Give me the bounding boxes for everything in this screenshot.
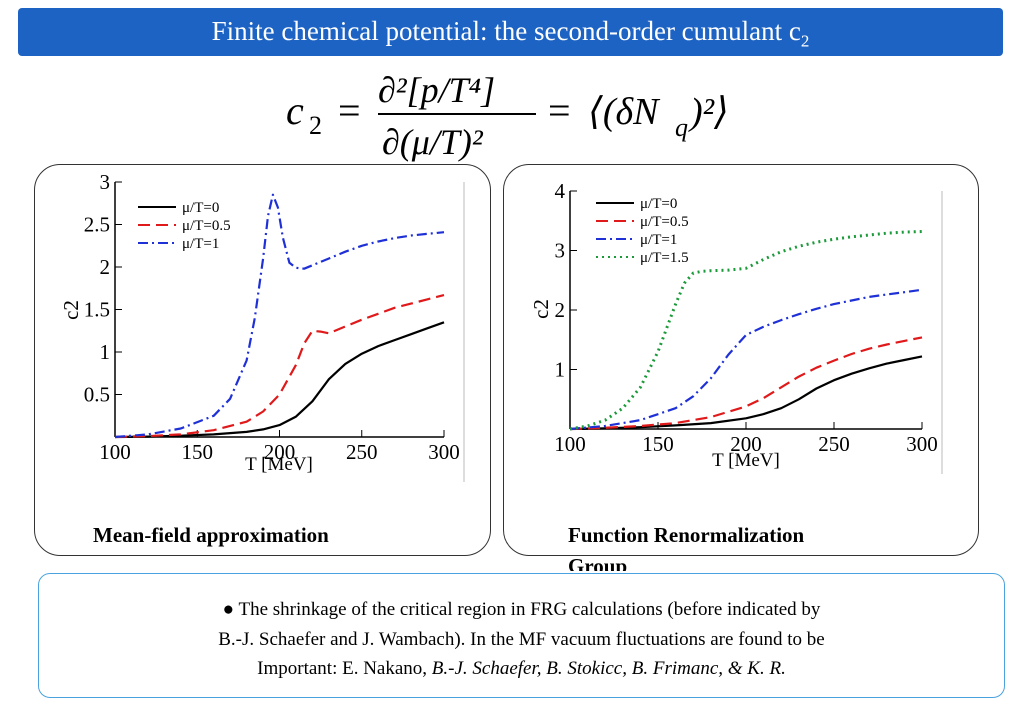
y-tick-label: 1 <box>100 340 111 364</box>
series-line <box>569 288 923 431</box>
legend-label: μ/T=1 <box>182 236 219 252</box>
y-tick-label: 2 <box>100 255 111 279</box>
y-axis-label: c2 <box>530 299 553 319</box>
legend-label: μ/T=1 <box>640 232 677 248</box>
formula-equals-1: = <box>338 88 361 133</box>
x-axis-label: T [MeV] <box>245 454 313 475</box>
right-caption-line2: Group <box>568 554 628 571</box>
x-tick-label: 250 <box>818 432 850 456</box>
y-tick-label: 3 <box>555 239 566 263</box>
y-tick-label: 3 <box>100 172 111 194</box>
formula-rhs: ⟨(δN <box>588 91 661 133</box>
series-line <box>569 355 923 431</box>
slide-title-subscript: 2 <box>800 31 810 51</box>
y-tick-label: 0.5 <box>84 383 110 407</box>
slide-title: Finite chemical potential: the second-or… <box>18 8 1003 56</box>
y-axis-label: c2 <box>60 300 83 320</box>
x-tick-label: 100 <box>99 440 131 464</box>
formula-rhs-end: )²⟩ <box>688 91 729 133</box>
note-authors: B.-J. Schaefer, B. Stokicc, B. Frimanc, … <box>431 658 786 679</box>
x-tick-label: 150 <box>642 432 674 456</box>
legend-label: μ/T=0.5 <box>640 214 689 230</box>
formula-lhs-sub: 2 <box>309 111 322 140</box>
x-tick-label: 100 <box>554 432 586 456</box>
y-tick-label: 1.5 <box>84 298 110 322</box>
y-tick-label: 1 <box>555 358 566 382</box>
formula: c 2 = ∂²[p/T⁴] ∂(μ/T)² = ⟨(δN q )²⟩ <box>286 70 729 162</box>
x-axis-label: T [MeV] <box>712 450 780 471</box>
series-line <box>569 336 923 431</box>
legend-label: μ/T=0 <box>640 196 677 212</box>
formula-equals-2: = <box>548 88 571 133</box>
right-caption-line1: Function Renormalization <box>568 523 805 547</box>
left-panel <box>34 164 491 556</box>
x-tick-label: 250 <box>346 440 378 464</box>
x-tick-label: 300 <box>906 432 938 456</box>
y-tick-label: 4 <box>555 179 566 203</box>
legend-label: μ/T=0.5 <box>182 218 231 234</box>
formula-lhs: c <box>286 88 304 133</box>
series-line <box>114 294 445 439</box>
legend-label: μ/T=0 <box>182 200 219 216</box>
series-line <box>114 193 445 439</box>
mean-field-chart: 100 150 200 250 300 0.5 1 1.5 2 2.5 3 T [MeV] c2 μ/T=… <box>60 172 465 482</box>
x-tick-label: 200 <box>730 432 762 456</box>
formula-numerator: ∂²[p/T⁴] <box>378 70 495 110</box>
frg-chart: 100 150 200 250 300 1 2 3 4 T [MeV] c2 μ/T=0 μ/T=0.5… <box>530 179 943 474</box>
y-tick-label: 2.5 <box>84 213 110 237</box>
note-box: ● The shrinkage of the critical region i… <box>38 573 1005 698</box>
formula-denominator: ∂(μ/T)² <box>382 122 484 162</box>
note-line-3: Important: E. Nakano, B.-J. Schaefer, B.… <box>39 655 1004 683</box>
x-tick-label: 200 <box>264 440 296 464</box>
note-line-3-plain: Important: E. Nakano, <box>257 658 432 679</box>
note-line-2: B.-J. Schaefer and J. Wambach). In the M… <box>218 629 825 650</box>
x-tick-label: 300 <box>428 440 460 464</box>
slide-title-text: Finite chemical potential: the second-or… <box>211 16 801 46</box>
series-line <box>569 230 923 431</box>
y-tick-label: 2 <box>555 298 566 322</box>
x-tick-label: 150 <box>182 440 214 464</box>
legend-label: μ/T=1.5 <box>640 250 689 266</box>
note-line-1: ● The shrinkage of the critical region i… <box>222 599 821 620</box>
formula-rhs-sub: q <box>675 113 688 142</box>
series-line <box>114 321 445 439</box>
left-caption: Mean-field approximation <box>93 523 329 547</box>
